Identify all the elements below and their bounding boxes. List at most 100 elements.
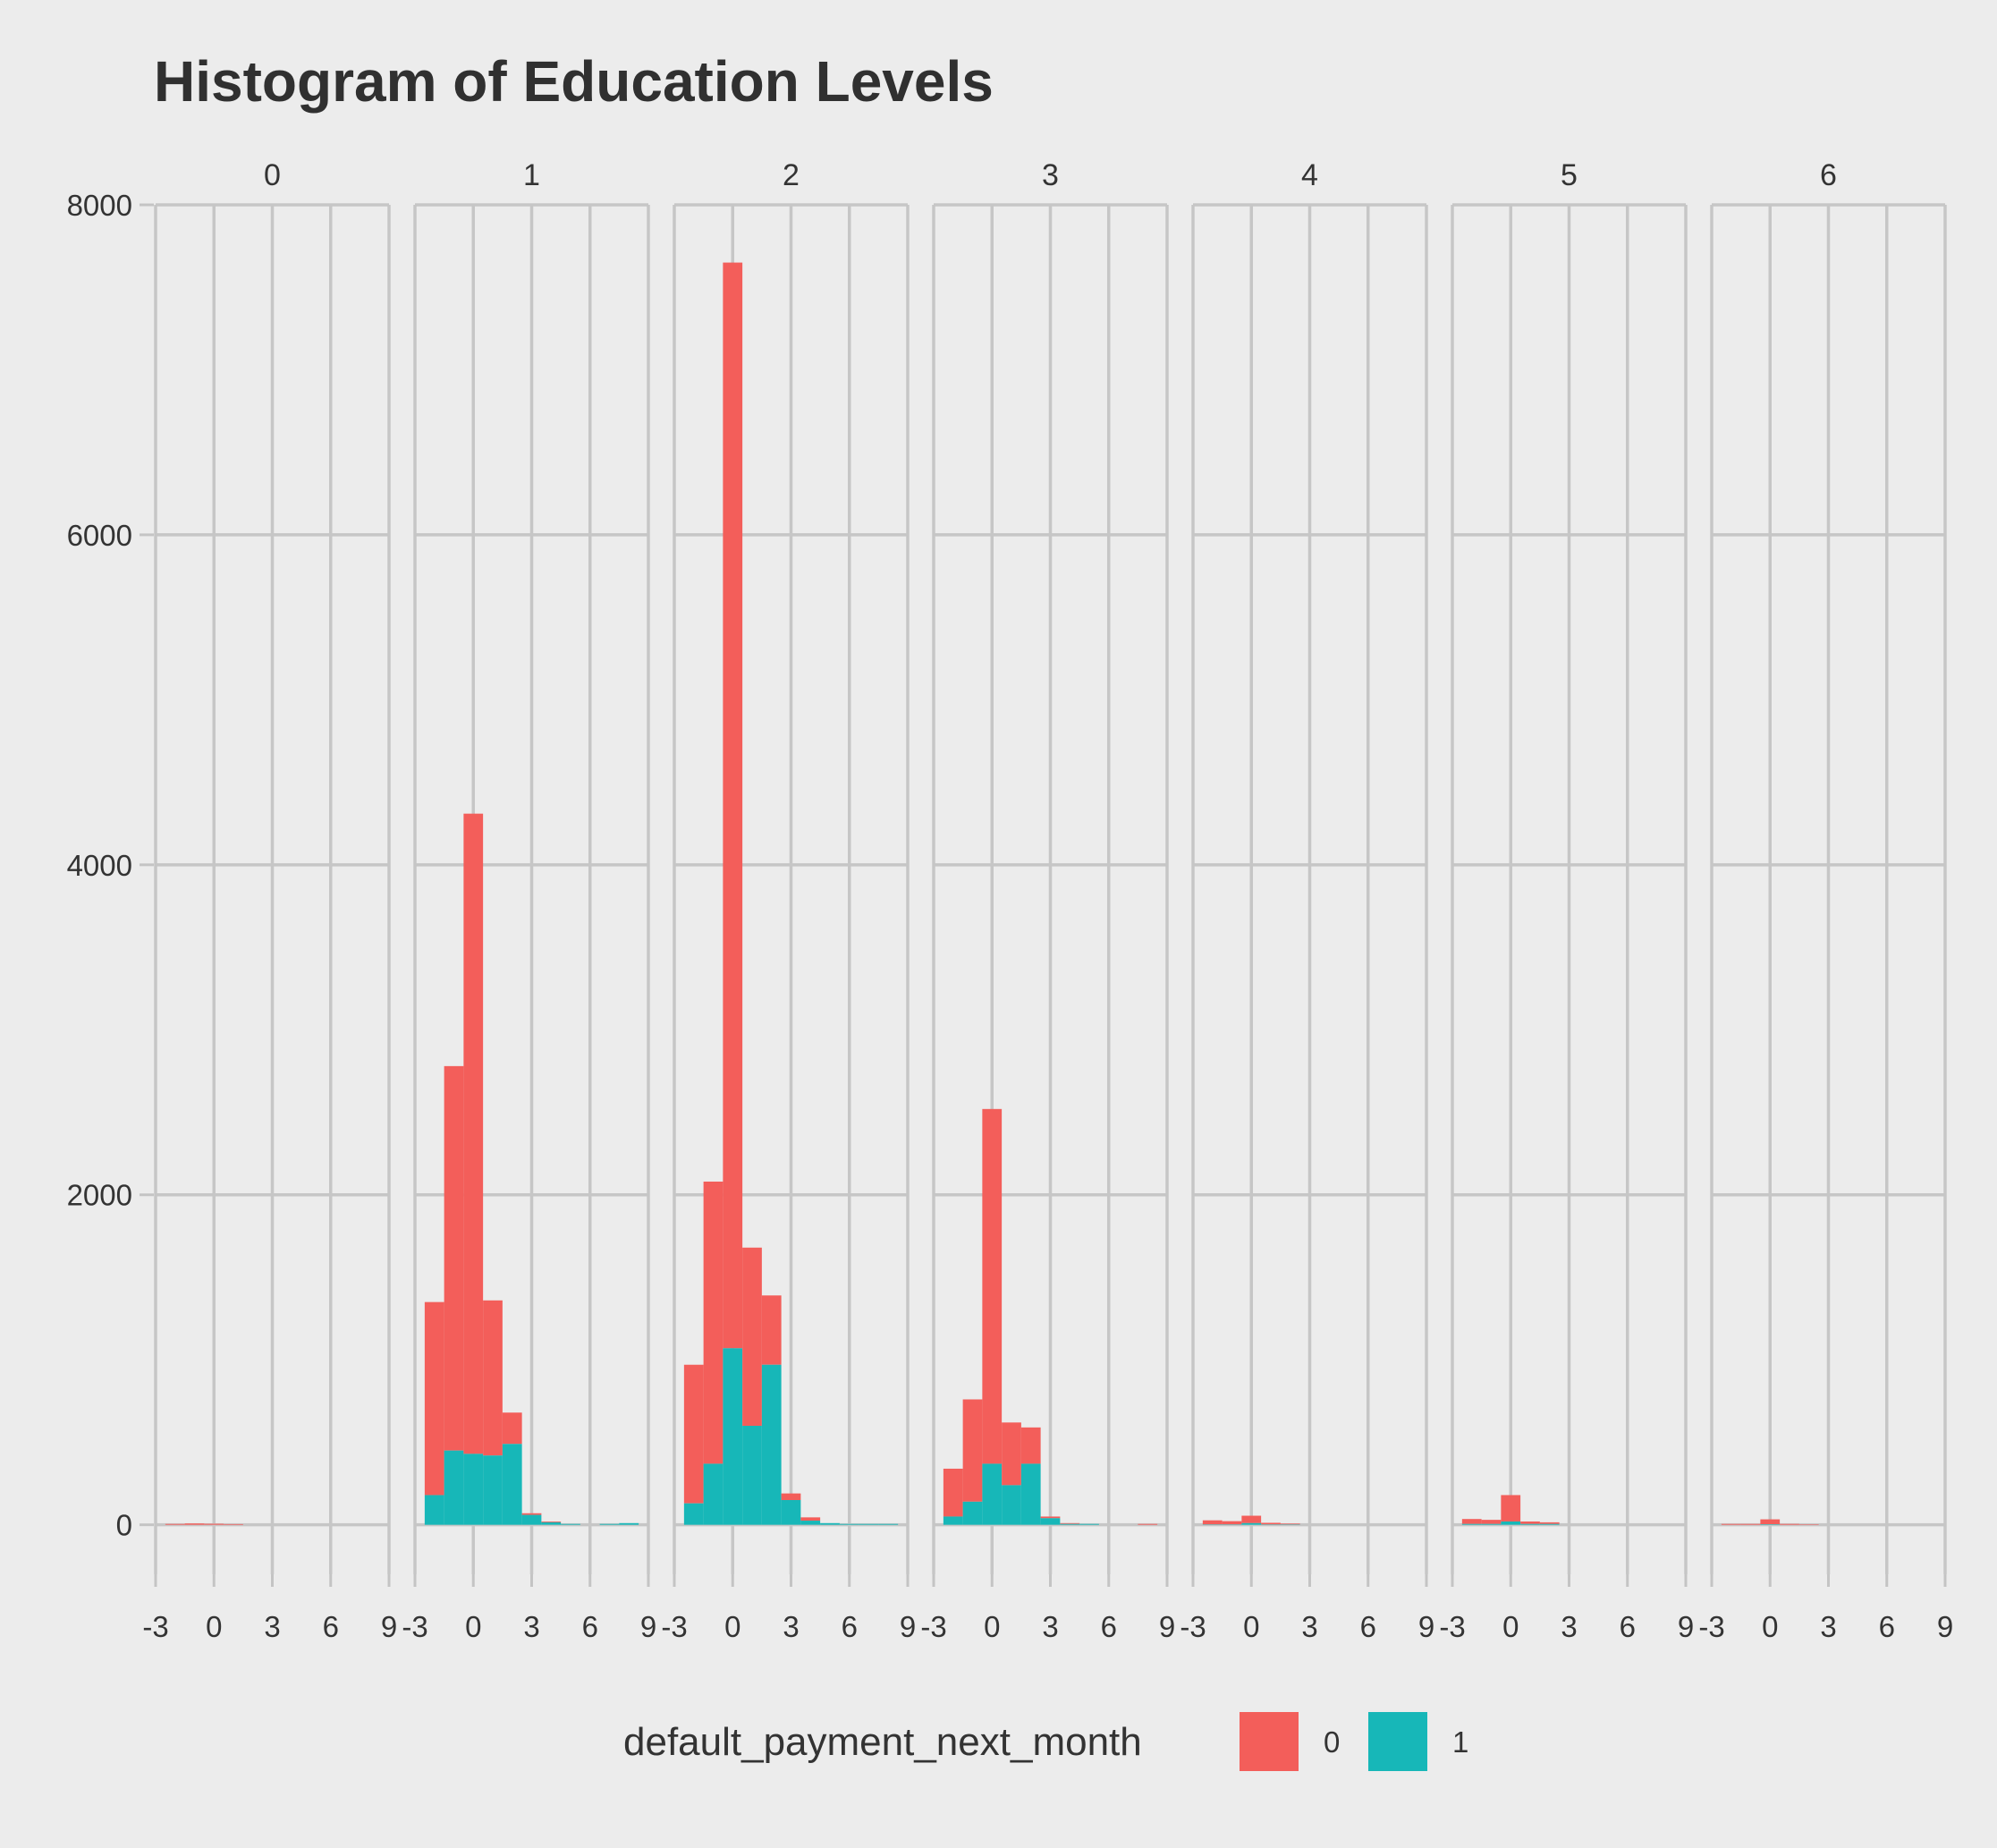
x-tick-label: 0	[724, 1610, 740, 1643]
bar-segment-default-1	[761, 1364, 782, 1525]
x-tick-label: 9	[381, 1610, 397, 1643]
x-tick-label: 3	[1561, 1610, 1577, 1643]
x-tick-label: 3	[1820, 1610, 1836, 1643]
x-tick-label: 3	[783, 1610, 799, 1643]
x-tick-label: 9	[1418, 1610, 1434, 1643]
bar-segment-default-0	[1539, 1522, 1560, 1524]
facet-panel-3: 3 -3 0 3 6 9	[920, 158, 1175, 1643]
facet-panel-2: 2 -3 0 3 6 9	[661, 158, 916, 1643]
bar-segment-default-0	[781, 1493, 801, 1500]
bar-segment-default-1	[703, 1463, 723, 1525]
bar-segment-default-1	[859, 1523, 879, 1525]
bar-segment-default-1	[962, 1501, 983, 1525]
facet-panel-1: 1 -3 0 3 6 9	[402, 158, 656, 1643]
bar-segment-default-0	[703, 1181, 723, 1464]
x-tick-label: 6	[323, 1610, 339, 1643]
bar-segment-default-0	[1222, 1521, 1242, 1525]
y-tick-label: 6000	[67, 519, 132, 552]
bar-segment-default-1	[800, 1521, 821, 1525]
bar-segment-default-1	[781, 1499, 801, 1525]
x-tick-label: -3	[402, 1610, 427, 1643]
y-tick-label: 2000	[67, 1179, 132, 1212]
bar-segment-default-1	[502, 1444, 522, 1525]
bar-segment-default-0	[1060, 1522, 1080, 1524]
bar-segment-default-1	[1241, 1522, 1262, 1525]
bar-segment-default-0	[800, 1517, 821, 1522]
bar-segment-default-0	[1481, 1520, 1502, 1524]
bar-segment-default-1	[444, 1450, 464, 1525]
facet-panel-6: 6 -3 0 3 6 9	[1698, 158, 1953, 1643]
x-tick-label: -3	[1439, 1610, 1465, 1643]
x-tick-label: 9	[640, 1610, 656, 1643]
bar-segment-default-1	[878, 1523, 899, 1525]
bar-segment-default-0	[1241, 1515, 1262, 1523]
bar-segment-default-0	[463, 813, 484, 1454]
bar-segment-default-1	[683, 1503, 704, 1525]
x-tick-label: 0	[1502, 1610, 1519, 1643]
bar-segment-default-0	[1520, 1521, 1540, 1524]
legend-label-0: 0	[1324, 1725, 1340, 1759]
x-tick-label: 3	[1042, 1610, 1058, 1643]
facet-strip-label: 5	[1561, 158, 1578, 192]
bar-segment-default-0	[184, 1523, 205, 1525]
bar-segment-default-1	[1060, 1523, 1080, 1525]
bar-segment-default-0	[165, 1523, 185, 1525]
bar-segment-default-1	[982, 1463, 1003, 1525]
bar-segment-default-1	[521, 1514, 542, 1525]
x-tick-label: 6	[582, 1610, 598, 1643]
bar-segment-default-0	[1002, 1422, 1021, 1486]
bar-segment-default-0	[723, 262, 743, 1349]
legend-swatch-1	[1368, 1712, 1427, 1771]
x-tick-label: 3	[1301, 1610, 1317, 1643]
bar-segment-default-1	[723, 1348, 743, 1525]
x-tick-label: 0	[465, 1610, 481, 1643]
bar-segment-default-1	[943, 1516, 963, 1525]
bar-segment-default-0	[1202, 1520, 1223, 1525]
x-tick-label: 3	[264, 1610, 280, 1643]
bar-segment-default-1	[839, 1523, 859, 1525]
bar-segment-default-0	[1740, 1523, 1761, 1525]
facet-strip-label: 4	[1301, 158, 1318, 192]
bar-segment-default-0	[424, 1301, 444, 1496]
legend: default_payment_next_month 0 1	[623, 1712, 1468, 1771]
bar-segment-default-0	[1501, 1495, 1521, 1522]
bar-segment-default-1	[1760, 1524, 1781, 1525]
x-tick-label: 0	[1243, 1610, 1259, 1643]
bar-segment-default-1	[1461, 1523, 1482, 1525]
bar-segment-default-0	[1020, 1427, 1041, 1464]
bar-segment-default-1	[1020, 1463, 1041, 1525]
facet-strip-label: 1	[523, 158, 540, 192]
legend-swatch-0	[1240, 1712, 1299, 1771]
bar-segment-default-1	[1481, 1523, 1502, 1525]
bar-segment-default-0	[444, 1065, 464, 1451]
bar-segment-default-0	[1138, 1523, 1158, 1525]
x-tick-label: 9	[1678, 1610, 1694, 1643]
x-tick-label: 9	[900, 1610, 916, 1643]
bar-segment-default-0	[224, 1523, 243, 1525]
y-tick-label: 0	[116, 1509, 132, 1542]
x-tick-label: 9	[1937, 1610, 1953, 1643]
bar-segment-default-0	[742, 1247, 762, 1426]
bar-segment-default-1	[619, 1522, 639, 1525]
bar-segment-default-0	[1721, 1523, 1741, 1525]
x-tick-label: 0	[206, 1610, 222, 1643]
x-tick-label: -3	[661, 1610, 687, 1643]
facet-panel-4: 4 -3 0 3 6 9	[1180, 158, 1434, 1643]
x-tick-label: 0	[984, 1610, 1000, 1643]
bar-segment-default-1	[820, 1522, 840, 1525]
facet-strip-label: 3	[1042, 158, 1059, 192]
x-tick-label: -3	[1698, 1610, 1724, 1643]
x-tick-label: 6	[842, 1610, 858, 1643]
x-tick-label: 9	[1159, 1610, 1175, 1643]
x-tick-label: 6	[1879, 1610, 1895, 1643]
bar-segment-default-1	[1539, 1523, 1560, 1525]
facet-strip-label: 0	[264, 158, 281, 192]
bar-segment-default-1	[463, 1454, 484, 1525]
bar-segment-default-0	[521, 1513, 542, 1515]
bar-segment-default-0	[1461, 1519, 1482, 1524]
bar-segment-default-1	[1520, 1523, 1540, 1525]
legend-label-1: 1	[1452, 1725, 1468, 1759]
bar-segment-default-1	[1040, 1518, 1061, 1525]
